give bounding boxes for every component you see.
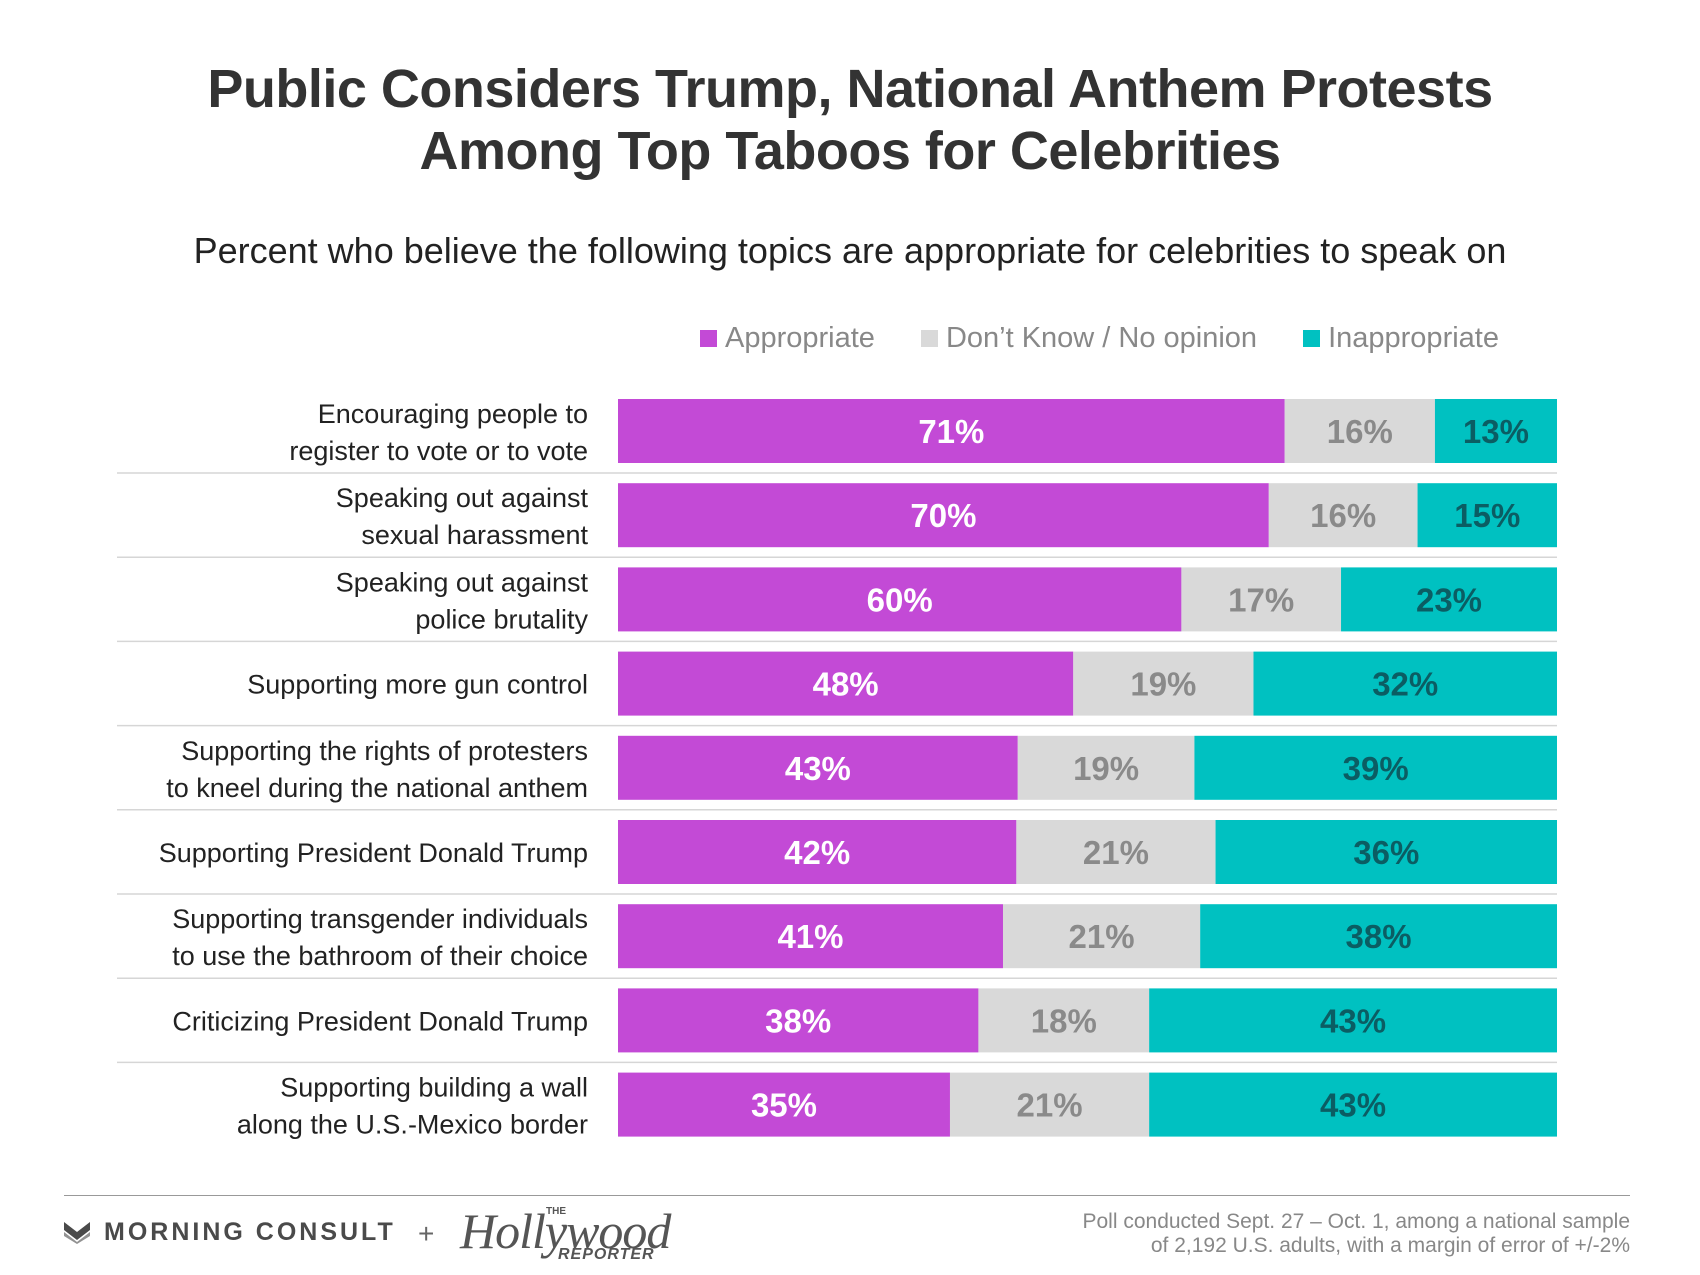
data-label-dont-know: 16% [1327, 413, 1393, 450]
bar-segment-appropriate [618, 988, 979, 1053]
category-label: Supporting transgender individuals to use… [172, 904, 588, 971]
footer-divider [64, 1195, 1630, 1196]
source-note-line-1: Poll conducted Sept. 27 – Oct. 1, among … [1082, 1210, 1630, 1233]
chart-subtitle: Percent who believe the following topics… [193, 230, 1507, 271]
data-label-dont-know: 19% [1130, 666, 1196, 703]
morning-consult-m-icon [64, 1221, 90, 1244]
bar-segment-appropriate [618, 651, 1074, 716]
legend-item-appropriate: Appropriate [700, 322, 875, 355]
hollywood-reporter-sub: REPORTER [558, 1246, 655, 1263]
data-label-appropriate: 35% [751, 1087, 817, 1124]
data-label-dont-know: 17% [1228, 581, 1294, 618]
data-label-inappropriate: 43% [1320, 1087, 1386, 1124]
data-label-appropriate: 60% [867, 581, 933, 618]
data-label-dont-know: 16% [1310, 497, 1376, 534]
legend-swatch-appropriate [700, 329, 717, 347]
legend-label-appropriate: Appropriate [725, 321, 875, 354]
data-label-inappropriate: 23% [1416, 581, 1482, 618]
source-note: Poll conducted Sept. 27 – Oct. 1, among … [1082, 1210, 1630, 1258]
morning-consult-logo: MORNING CONSULT [64, 1218, 396, 1247]
bar-segment-appropriate [618, 1072, 950, 1137]
category-label: Speaking out against sexual harassment [336, 483, 589, 550]
data-label-inappropriate: 13% [1463, 413, 1529, 450]
bar-segment-dont-know [1284, 399, 1435, 463]
data-label-dont-know: 18% [1031, 1002, 1097, 1039]
bar-segment-appropriate [618, 820, 1017, 884]
bar-segment-appropriate [618, 567, 1182, 632]
data-label-inappropriate: 15% [1454, 497, 1520, 534]
category-label: Supporting building a wall along the U.S.… [237, 1073, 588, 1140]
category-label: Supporting President Donald Trump [159, 838, 588, 868]
hollywood-reporter-wordmark: Hollywood [460, 1203, 671, 1259]
morning-consult-wordmark: MORNING CONSULT [104, 1218, 396, 1246]
bar-segment-inappropriate [1253, 651, 1557, 716]
data-label-inappropriate: 38% [1346, 918, 1412, 955]
bar-segment-dont-know [978, 988, 1150, 1053]
legend-label-dont-know: Don’t Know / No opinion [945, 321, 1258, 354]
data-label-inappropriate: 32% [1372, 666, 1438, 703]
hollywood-reporter-logo: Hollywood THE REPORTER [460, 1200, 675, 1264]
data-label-appropriate: 42% [784, 834, 850, 871]
bar-segment-appropriate [618, 399, 1285, 463]
data-label-dont-know: 19% [1073, 750, 1139, 787]
legend-label-inappropriate: Inappropriate [1328, 321, 1499, 354]
legend-swatch-dont-know [920, 329, 938, 347]
data-label-inappropriate: 43% [1320, 1002, 1386, 1039]
bar-segment-inappropriate [1194, 735, 1557, 800]
bar-segment-dont-know [949, 1072, 1150, 1137]
data-label-appropriate: 43% [785, 750, 851, 787]
category-label: Speaking out against police brutality [336, 567, 589, 634]
category-label: Encouraging people to register to vote or… [289, 399, 588, 466]
chart-title-line-1: Public Considers Trump, National Anthem … [207, 59, 1493, 119]
data-label-dont-know: 21% [1017, 1087, 1083, 1124]
bar-segment-appropriate [618, 735, 1018, 800]
data-label-appropriate: 38% [765, 1002, 831, 1039]
bar-segment-inappropriate [1417, 483, 1557, 548]
source-note-line-2: of 2,192 U.S. adults, with a margin of e… [1150, 1234, 1630, 1257]
data-label-appropriate: 70% [910, 497, 976, 534]
data-label-appropriate: 71% [918, 413, 984, 450]
footer-plus: + [418, 1218, 435, 1249]
bar-segment-dont-know [1016, 820, 1216, 884]
bar-segment-dont-know [1181, 567, 1342, 632]
bar-segment-inappropriate [1200, 904, 1557, 969]
chart-title: Public Considers Trump, National Anthem … [0, 58, 1700, 182]
legend-item-inappropriate: Inappropriate [1303, 322, 1499, 355]
bar-segment-dont-know [1017, 735, 1195, 800]
data-label-dont-know: 21% [1083, 834, 1149, 871]
data-label-inappropriate: 36% [1353, 834, 1419, 871]
data-label-appropriate: 48% [813, 666, 879, 703]
bar-segment-inappropriate [1215, 820, 1557, 884]
legend: Appropriate Don’t Know / No opinion Inap… [700, 318, 1499, 358]
bar-segment-inappropriate [1149, 1072, 1557, 1137]
category-label: Supporting the rights of protesters to kn… [166, 736, 588, 803]
bar-segment-dont-know [1073, 651, 1254, 716]
bar-segment-appropriate [618, 483, 1269, 548]
bar-segment-appropriate [618, 904, 1003, 969]
category-label: Criticizing President Donald Trump [172, 1006, 588, 1036]
chart-title-line-2: Among Top Taboos for Celebrities [419, 121, 1281, 181]
bar-segment-dont-know [1268, 483, 1418, 548]
category-label: Supporting more gun control [247, 670, 588, 700]
bar-segment-inappropriate [1149, 988, 1557, 1053]
stacked-bar-chart: Encouraging people to register to vote or… [117, 399, 1557, 1140]
data-label-dont-know: 21% [1069, 918, 1135, 955]
bar-segment-dont-know [1002, 904, 1201, 969]
data-label-inappropriate: 39% [1343, 750, 1409, 787]
bar-segment-inappropriate [1341, 567, 1557, 632]
data-label-appropriate: 41% [777, 918, 843, 955]
legend-item-dont-know: Don’t Know / No opinion [920, 321, 1258, 355]
hollywood-reporter-the: THE [546, 1206, 566, 1217]
legend-swatch-inappropriate [1303, 329, 1321, 347]
bar-segment-inappropriate [1434, 399, 1557, 463]
